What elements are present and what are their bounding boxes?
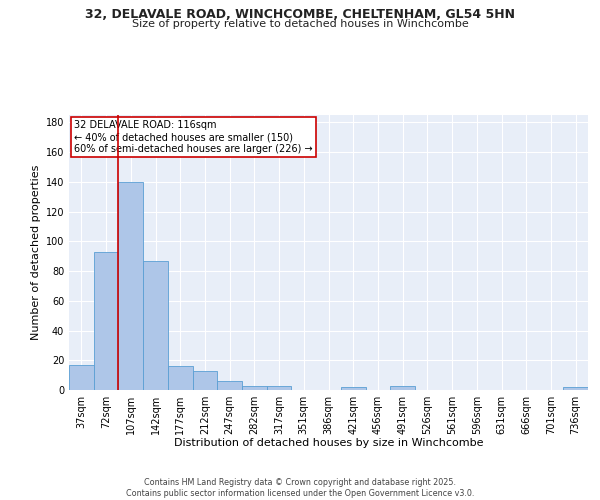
Bar bbox=[143, 260, 168, 390]
Text: 32 DELAVALE ROAD: 116sqm
← 40% of detached houses are smaller (150)
60% of semi-: 32 DELAVALE ROAD: 116sqm ← 40% of detach… bbox=[74, 120, 313, 154]
Bar bbox=[94, 252, 118, 390]
Bar bbox=[242, 386, 267, 390]
Text: Contains HM Land Registry data © Crown copyright and database right 2025.
Contai: Contains HM Land Registry data © Crown c… bbox=[126, 478, 474, 498]
Bar bbox=[217, 381, 242, 390]
Bar bbox=[341, 387, 365, 390]
Bar bbox=[267, 386, 292, 390]
Bar bbox=[118, 182, 143, 390]
X-axis label: Distribution of detached houses by size in Winchcombe: Distribution of detached houses by size … bbox=[174, 438, 483, 448]
Text: 32, DELAVALE ROAD, WINCHCOMBE, CHELTENHAM, GL54 5HN: 32, DELAVALE ROAD, WINCHCOMBE, CHELTENHA… bbox=[85, 8, 515, 20]
Text: Size of property relative to detached houses in Winchcombe: Size of property relative to detached ho… bbox=[131, 19, 469, 29]
Bar bbox=[168, 366, 193, 390]
Bar bbox=[69, 364, 94, 390]
Bar bbox=[193, 370, 217, 390]
Y-axis label: Number of detached properties: Number of detached properties bbox=[31, 165, 41, 340]
Bar bbox=[563, 387, 588, 390]
Bar bbox=[390, 386, 415, 390]
